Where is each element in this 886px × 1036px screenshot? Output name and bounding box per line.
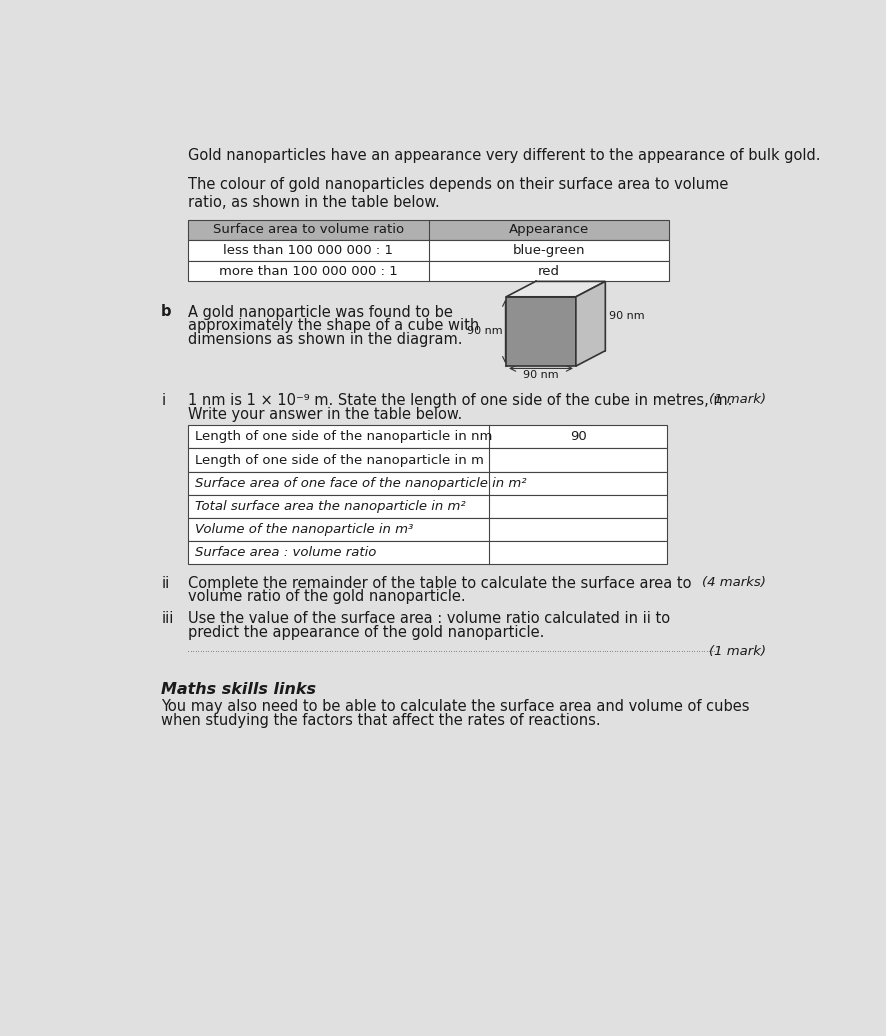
Bar <box>188 449 666 471</box>
Bar <box>188 494 666 518</box>
Text: red: red <box>537 264 559 278</box>
Text: ii: ii <box>161 576 169 591</box>
Text: 90 nm: 90 nm <box>466 326 501 337</box>
Text: blue-green: blue-green <box>512 243 585 257</box>
Bar <box>188 220 668 239</box>
Text: Volume of the nanoparticle in m³: Volume of the nanoparticle in m³ <box>194 523 413 536</box>
Bar <box>188 541 666 564</box>
Text: Total surface area the nanoparticle in m²: Total surface area the nanoparticle in m… <box>194 499 465 513</box>
Text: (4 marks): (4 marks) <box>701 576 765 589</box>
Polygon shape <box>575 282 604 366</box>
Text: Appearance: Appearance <box>508 224 588 236</box>
Text: Length of one side of the nanoparticle in m: Length of one side of the nanoparticle i… <box>194 454 483 466</box>
Text: 1 nm is 1 × 10⁻⁹ m. State the length of one side of the cube in metres, m.: 1 nm is 1 × 10⁻⁹ m. State the length of … <box>188 393 732 408</box>
Text: Gold nanoparticles have an appearance very different to the appearance of bulk g: Gold nanoparticles have an appearance ve… <box>188 148 820 164</box>
Polygon shape <box>506 296 575 366</box>
Text: (1 mark): (1 mark) <box>708 394 765 406</box>
Text: Write your answer in the table below.: Write your answer in the table below. <box>188 407 462 422</box>
Text: Length of one side of the nanoparticle in nm: Length of one side of the nanoparticle i… <box>194 430 492 443</box>
Text: i: i <box>161 393 165 408</box>
Text: (1 mark): (1 mark) <box>708 644 765 658</box>
Text: iii: iii <box>161 611 174 626</box>
Text: volume ratio of the gold nanoparticle.: volume ratio of the gold nanoparticle. <box>188 589 465 604</box>
Text: less than 100 000 000 : 1: less than 100 000 000 : 1 <box>223 243 393 257</box>
Bar <box>188 471 666 495</box>
Text: Use the value of the surface area : volume ratio calculated in ii to: Use the value of the surface area : volu… <box>188 611 670 626</box>
Bar <box>188 261 668 282</box>
Text: Surface area to volume ratio: Surface area to volume ratio <box>213 224 404 236</box>
Polygon shape <box>506 282 604 296</box>
Text: predict the appearance of the gold nanoparticle.: predict the appearance of the gold nanop… <box>188 625 544 640</box>
Bar <box>188 239 668 261</box>
Text: Maths skills links: Maths skills links <box>161 682 316 697</box>
Text: Surface area of one face of the nanoparticle in m²: Surface area of one face of the nanopart… <box>194 477 525 490</box>
Text: approximately the shape of a cube with: approximately the shape of a cube with <box>188 318 479 334</box>
Text: You may also need to be able to calculate the surface area and volume of cubes: You may also need to be able to calculat… <box>161 698 749 714</box>
Text: 90 nm: 90 nm <box>523 370 558 380</box>
Text: 90 nm: 90 nm <box>609 311 644 321</box>
Bar <box>188 426 666 449</box>
Text: dimensions as shown in the diagram.: dimensions as shown in the diagram. <box>188 333 462 347</box>
Text: A gold nanoparticle was found to be: A gold nanoparticle was found to be <box>188 305 453 319</box>
Text: b: b <box>161 305 172 319</box>
Text: Complete the remainder of the table to calculate the surface area to: Complete the remainder of the table to c… <box>188 576 691 591</box>
Text: Surface area : volume ratio: Surface area : volume ratio <box>194 546 376 559</box>
Text: The colour of gold nanoparticles depends on their surface area to volume
ratio, : The colour of gold nanoparticles depends… <box>188 177 728 210</box>
Bar <box>188 518 666 541</box>
Text: 90: 90 <box>569 430 586 443</box>
Text: when studying the factors that affect the rates of reactions.: when studying the factors that affect th… <box>161 714 600 728</box>
Text: more than 100 000 000 : 1: more than 100 000 000 : 1 <box>219 264 398 278</box>
